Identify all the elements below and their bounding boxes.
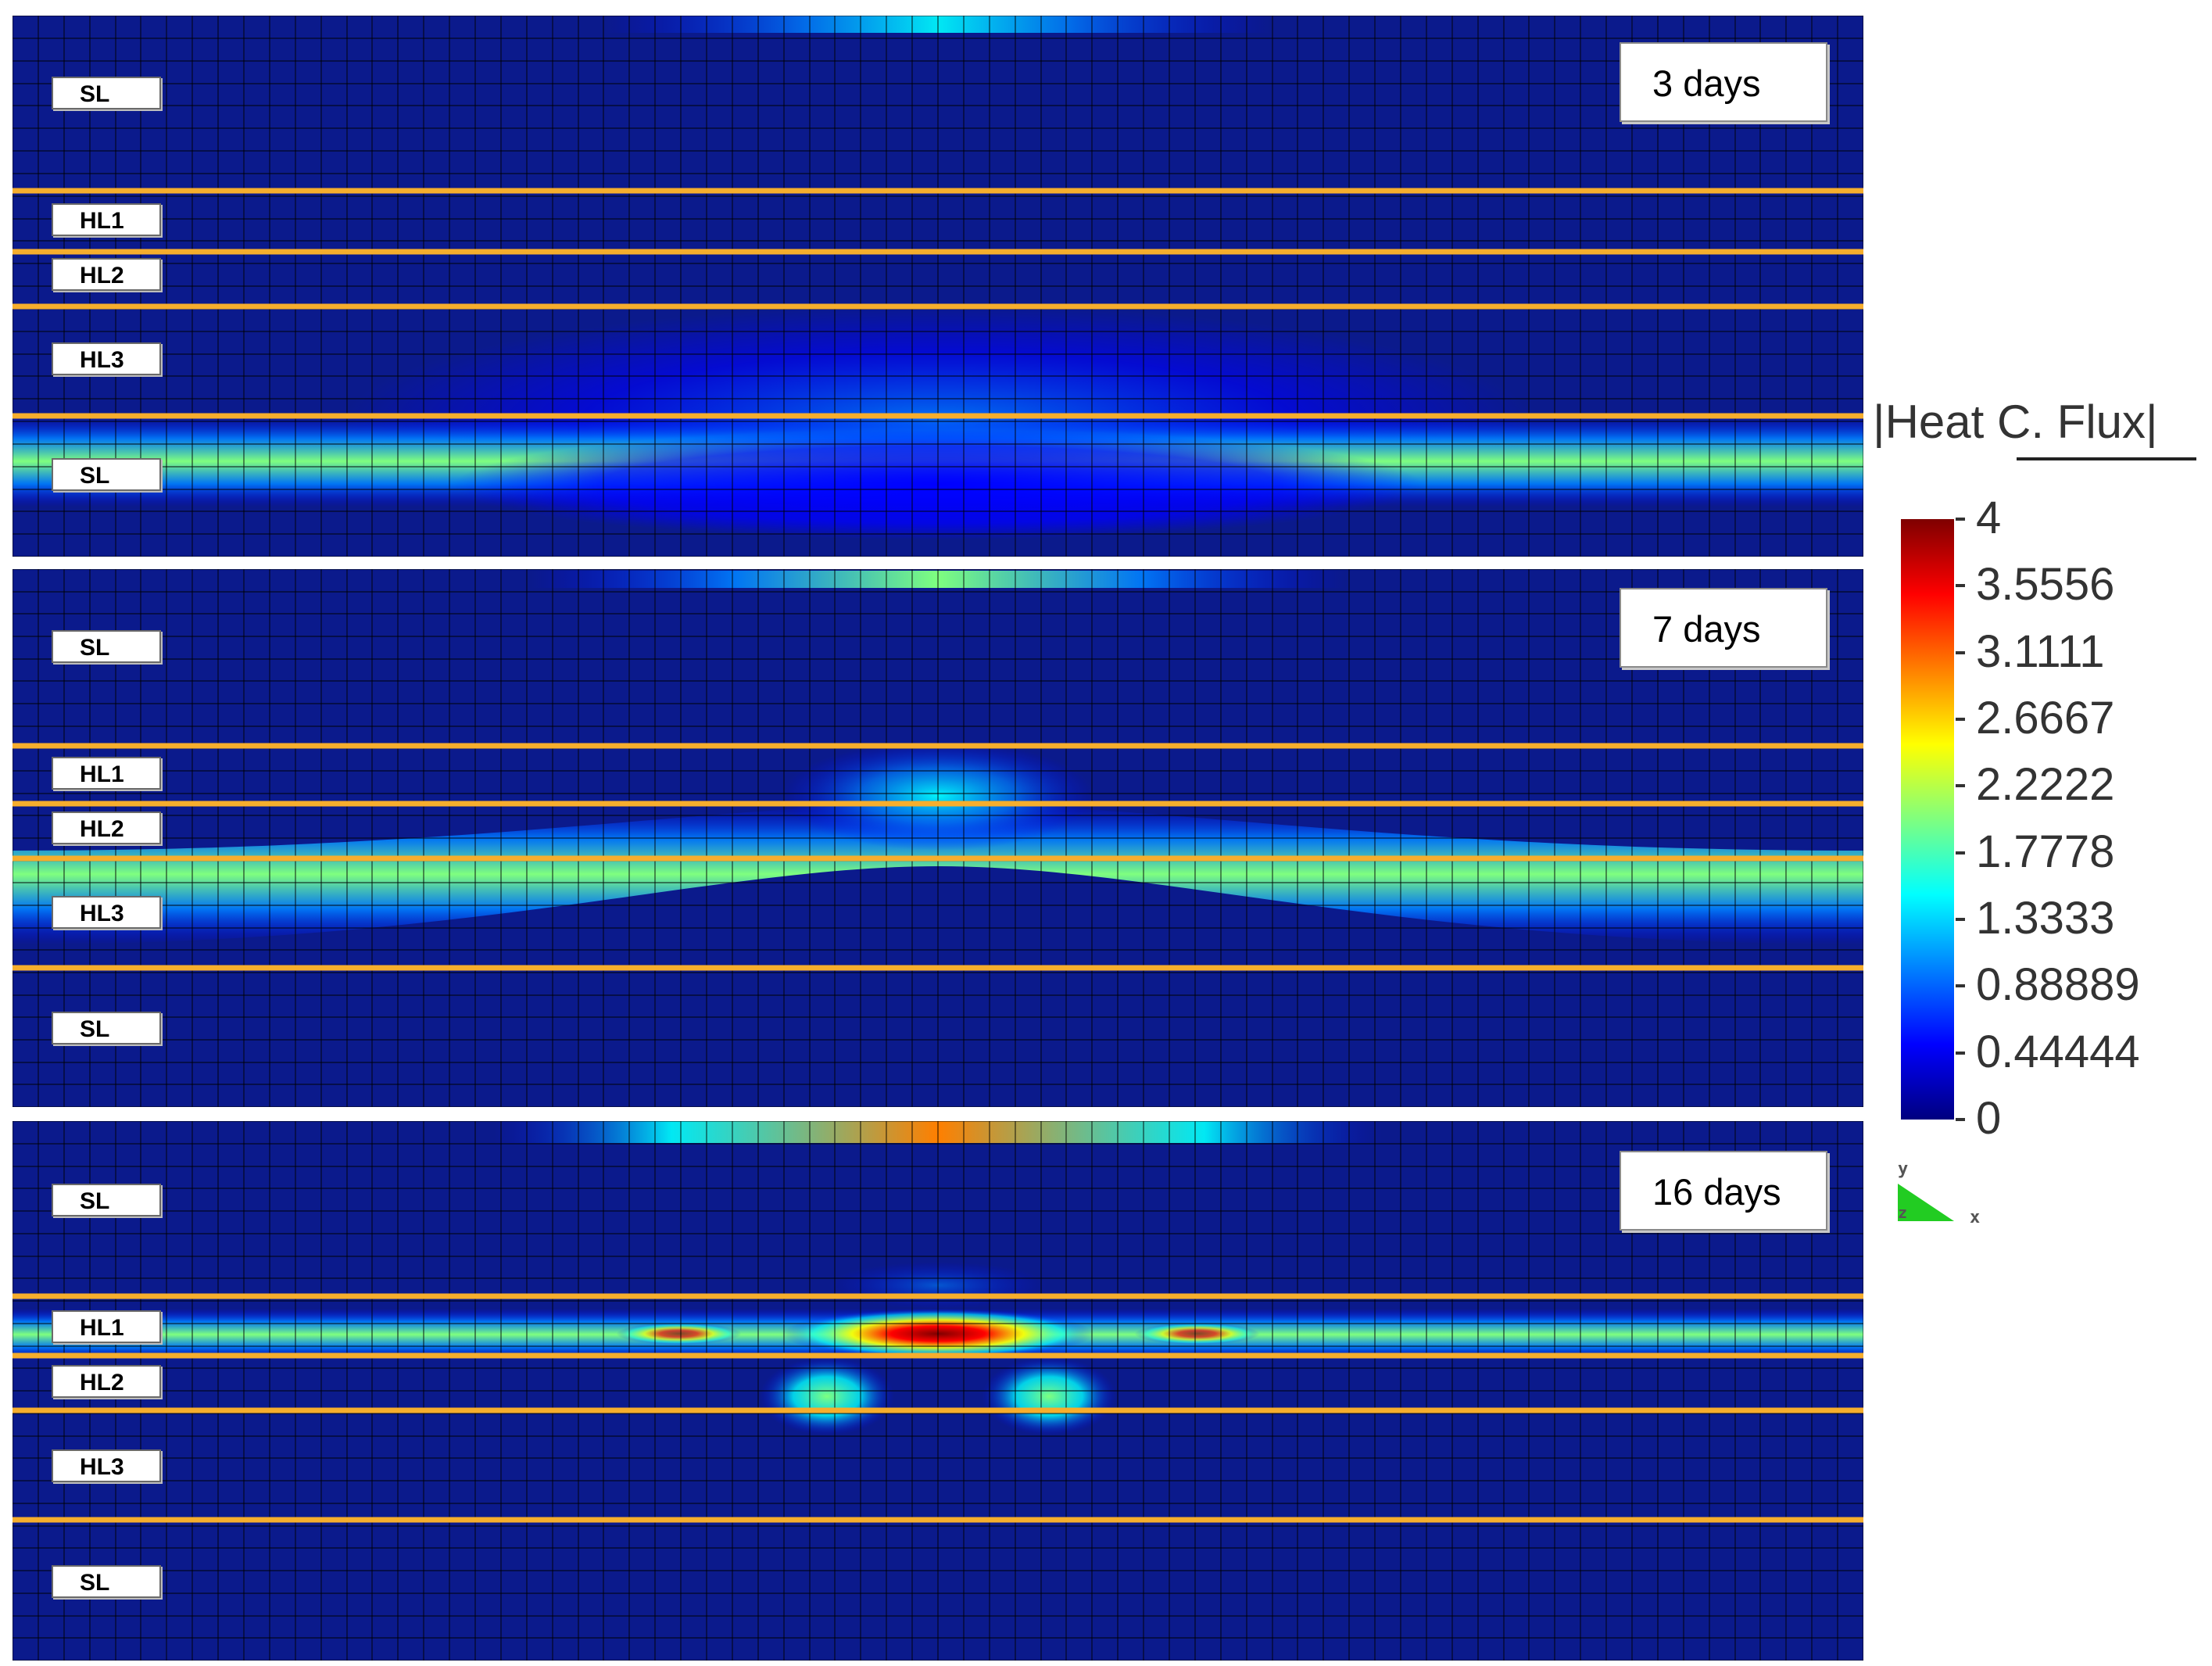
colorbar-tick-label: 3.5556 xyxy=(1976,559,2115,611)
colorbar-tick-mark xyxy=(1956,784,1965,788)
colorbar xyxy=(1901,519,1954,1120)
layer-label-sl-bottom: SL xyxy=(52,1012,161,1044)
layer-label-hl3: HL3 xyxy=(52,342,161,375)
layer-label-hl2: HL2 xyxy=(52,258,161,291)
layer-label-hl1: HL1 xyxy=(52,757,161,790)
layer-label-sl-bottom: SL xyxy=(52,458,161,491)
colorbar-tick-mark xyxy=(1956,918,1965,921)
mesh-grid xyxy=(13,1121,1863,1661)
legend-title-underline xyxy=(2017,457,2196,460)
layer-label-hl2: HL2 xyxy=(52,1365,161,1398)
axis-triad: y z x xyxy=(1898,1159,1980,1226)
legend-title: |Heat C. Flux| xyxy=(1873,396,2158,448)
panel-7-days: 7 days SL HL1 HL2 HL3 SL xyxy=(13,569,1863,1107)
colorbar-tick-label: 1.3333 xyxy=(1976,893,2115,944)
colorbar-tick-label: 3.1111 xyxy=(1976,625,2105,677)
colorbar-tick-mark xyxy=(1956,584,1965,588)
colorbar-tick-mark xyxy=(1956,1118,1965,1121)
colorbar-tick-mark xyxy=(1956,851,1965,854)
triad-y-label: y xyxy=(1898,1159,1908,1179)
layer-label-sl-top: SL xyxy=(52,77,161,109)
layer-label-hl3: HL3 xyxy=(52,1449,161,1482)
colorbar-tick-label: 0.88889 xyxy=(1976,959,2140,1011)
panel-3-days: 3 days SL HL1 HL2 HL3 SL xyxy=(13,16,1863,557)
heat-flux-field xyxy=(13,569,1863,1107)
layer-label-hl2: HL2 xyxy=(52,812,161,844)
layer-label-sl-bottom: SL xyxy=(52,1565,161,1598)
colorbar-tick-label: 2.6667 xyxy=(1976,693,2115,743)
triad-z-label: z xyxy=(1898,1203,1907,1222)
time-label: 3 days xyxy=(1620,42,1827,122)
colorbar-tick-mark xyxy=(1956,518,1965,521)
time-label: 16 days xyxy=(1620,1151,1827,1231)
layer-label-hl1: HL1 xyxy=(52,203,161,236)
colorbar-tick-label: 0 xyxy=(1976,1093,2002,1144)
colorbar-tick-label: 1.7778 xyxy=(1976,826,2115,877)
colorbar-tick-label: 2.2222 xyxy=(1976,759,2115,811)
layer-label-hl3: HL3 xyxy=(52,896,161,929)
colorbar-tick-mark xyxy=(1956,984,1965,988)
layer-label-sl-top: SL xyxy=(52,630,161,663)
heat-flux-field xyxy=(13,16,1863,557)
triad-x-label: x xyxy=(1970,1208,1980,1226)
colorbar-tick-mark xyxy=(1956,650,1965,654)
colorbar-tick-mark xyxy=(1956,718,1965,721)
colorbar-tick-mark xyxy=(1956,1051,1965,1055)
layer-label-hl1: HL1 xyxy=(52,1310,161,1343)
colorbar-tick-label: 0.44444 xyxy=(1976,1026,2140,1077)
layer-label-sl-top: SL xyxy=(52,1184,161,1216)
heat-flux-field xyxy=(13,1121,1863,1661)
triad-glyph xyxy=(1898,1184,1954,1221)
panel-16-days: 16 days SL HL1 HL2 HL3 SL xyxy=(13,1121,1863,1661)
colorbar-tick-label: 4 xyxy=(1976,493,2002,543)
time-label: 7 days xyxy=(1620,588,1827,668)
